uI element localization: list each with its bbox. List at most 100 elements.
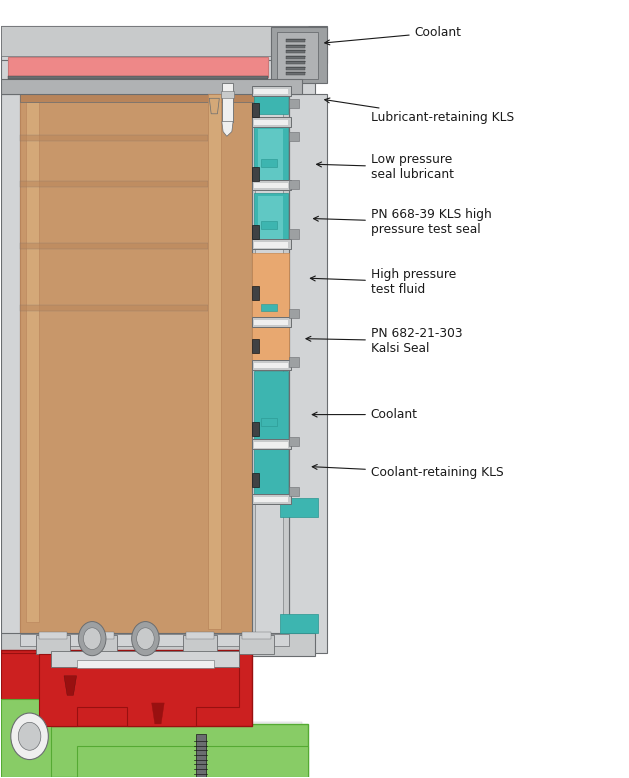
- Circle shape: [79, 622, 106, 656]
- Bar: [286, 56, 305, 59]
- Bar: [20, 135, 208, 141]
- Bar: [255, 98, 283, 633]
- Bar: [261, 303, 277, 311]
- Bar: [252, 359, 291, 370]
- Bar: [20, 93, 258, 102]
- Bar: [280, 498, 318, 517]
- Bar: [252, 254, 289, 317]
- Bar: [183, 635, 218, 654]
- Polygon shape: [209, 98, 220, 114]
- Bar: [8, 75, 267, 79]
- Bar: [254, 450, 287, 498]
- Bar: [252, 327, 289, 362]
- Bar: [252, 339, 259, 353]
- Bar: [277, 33, 318, 79]
- Bar: [253, 120, 287, 125]
- Bar: [86, 633, 114, 639]
- Bar: [240, 635, 274, 654]
- Bar: [254, 94, 287, 114]
- Bar: [252, 94, 289, 637]
- Bar: [270, 27, 327, 82]
- Bar: [186, 633, 214, 639]
- Bar: [20, 244, 208, 250]
- Bar: [289, 437, 299, 447]
- Bar: [39, 633, 67, 639]
- Bar: [83, 635, 117, 654]
- Bar: [258, 196, 283, 241]
- Bar: [252, 317, 291, 327]
- Bar: [286, 40, 305, 43]
- Bar: [243, 633, 270, 639]
- Text: Lubricant-retaining KLS: Lubricant-retaining KLS: [325, 98, 514, 124]
- Bar: [280, 614, 318, 633]
- Circle shape: [84, 628, 101, 650]
- Bar: [252, 473, 259, 487]
- Bar: [253, 443, 287, 448]
- Bar: [1, 60, 314, 102]
- Bar: [26, 102, 39, 622]
- Circle shape: [11, 713, 48, 759]
- Bar: [289, 487, 299, 496]
- Polygon shape: [222, 121, 233, 136]
- Bar: [253, 363, 287, 368]
- Bar: [1, 724, 308, 776]
- Bar: [1, 650, 252, 726]
- Bar: [20, 634, 289, 647]
- Bar: [254, 193, 287, 244]
- Bar: [254, 125, 287, 184]
- Bar: [1, 94, 20, 653]
- Text: High pressure
test fluid: High pressure test fluid: [310, 268, 456, 296]
- Bar: [252, 86, 291, 96]
- Bar: [77, 661, 214, 668]
- Polygon shape: [64, 676, 77, 696]
- Bar: [252, 180, 291, 190]
- Bar: [158, 722, 302, 776]
- Bar: [252, 103, 259, 117]
- Bar: [252, 494, 291, 503]
- Bar: [1, 79, 302, 94]
- Bar: [286, 61, 305, 64]
- Bar: [254, 371, 287, 440]
- Bar: [261, 221, 277, 229]
- Circle shape: [131, 622, 159, 656]
- Bar: [286, 66, 305, 69]
- Bar: [20, 79, 258, 637]
- Bar: [252, 167, 259, 181]
- Bar: [252, 240, 291, 250]
- Bar: [222, 82, 233, 121]
- Text: Coolant-retaining KLS: Coolant-retaining KLS: [312, 464, 503, 479]
- Bar: [289, 94, 327, 653]
- Text: PN 682-21-303
Kalsi Seal: PN 682-21-303 Kalsi Seal: [306, 327, 462, 355]
- Bar: [20, 305, 208, 311]
- Bar: [253, 320, 287, 325]
- Bar: [77, 745, 308, 776]
- Bar: [196, 734, 206, 776]
- Bar: [261, 159, 277, 166]
- Bar: [286, 72, 305, 75]
- Bar: [289, 230, 299, 239]
- Bar: [8, 58, 267, 76]
- Bar: [20, 181, 208, 187]
- Bar: [253, 243, 287, 248]
- Polygon shape: [152, 703, 164, 724]
- Bar: [1, 633, 314, 657]
- Bar: [208, 94, 221, 629]
- Bar: [1, 653, 39, 753]
- Bar: [289, 309, 299, 318]
- Bar: [253, 497, 287, 502]
- Bar: [252, 117, 291, 127]
- Polygon shape: [39, 654, 240, 726]
- Circle shape: [18, 722, 41, 750]
- Text: Coolant: Coolant: [312, 408, 418, 421]
- Bar: [1, 26, 327, 63]
- Bar: [286, 51, 305, 54]
- Circle shape: [136, 628, 154, 650]
- Bar: [253, 183, 287, 188]
- Bar: [36, 635, 70, 654]
- Bar: [289, 180, 299, 189]
- Bar: [1, 699, 52, 776]
- Bar: [289, 357, 299, 366]
- Bar: [1, 26, 308, 56]
- Bar: [253, 89, 287, 94]
- Bar: [252, 286, 259, 300]
